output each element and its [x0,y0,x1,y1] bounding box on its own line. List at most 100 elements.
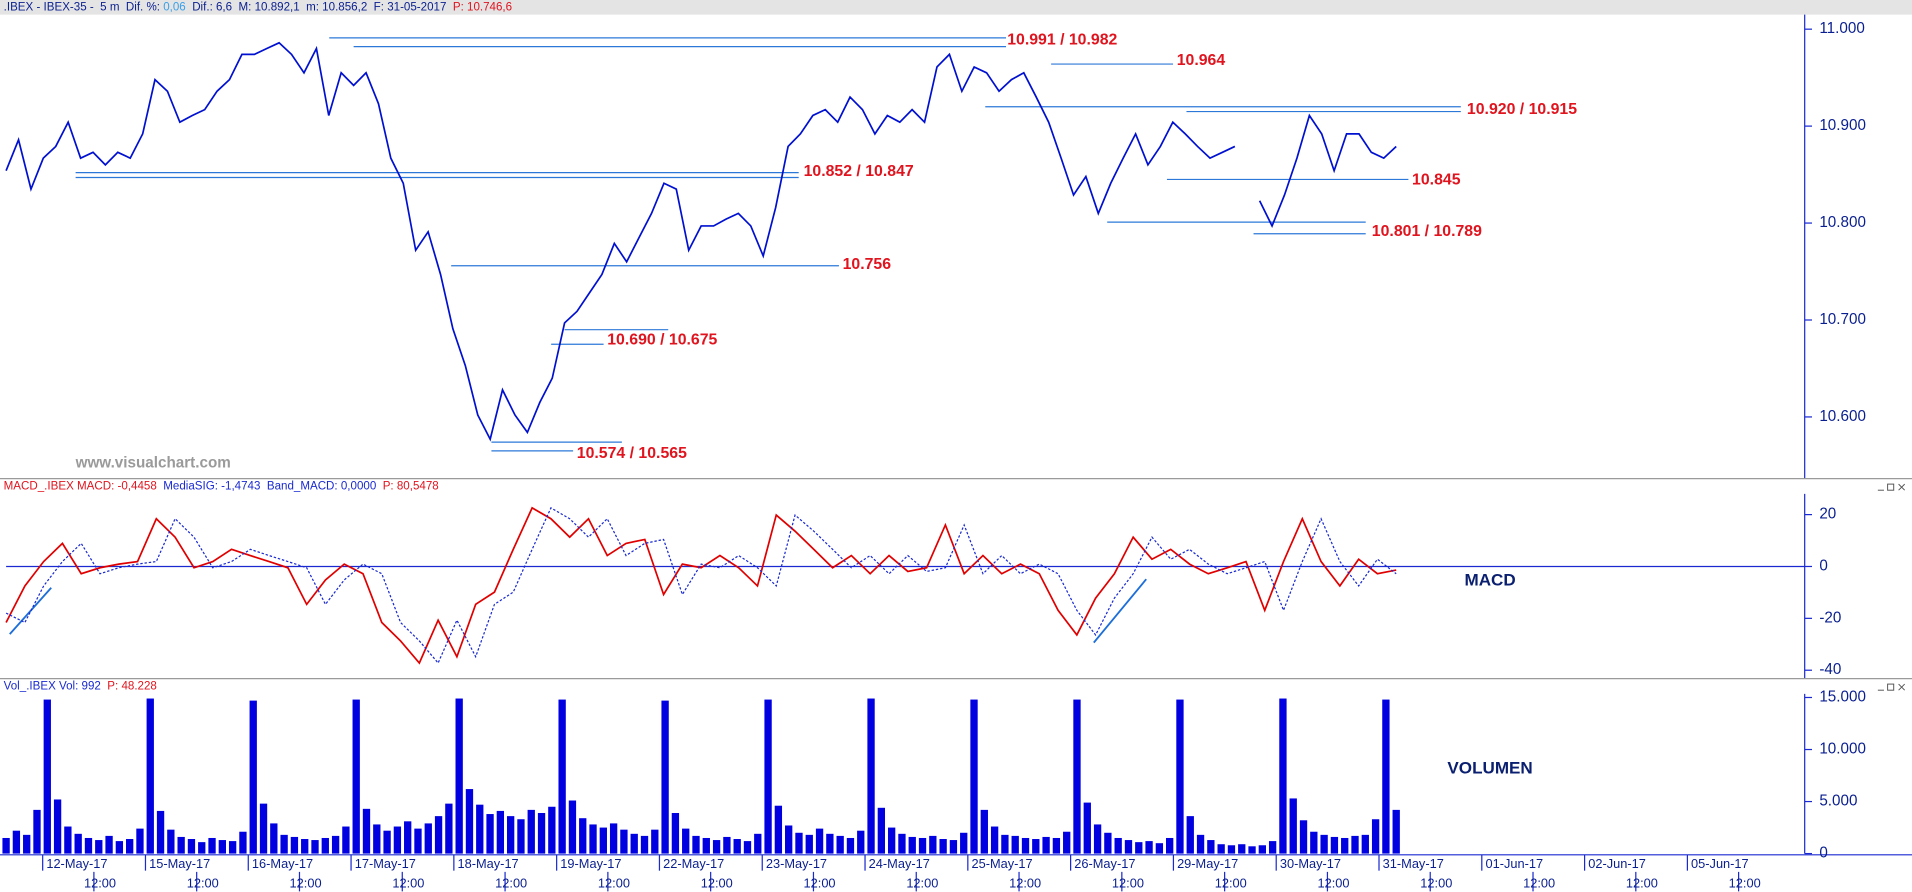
volume-bar [599,827,607,854]
volume-bar [939,839,947,854]
top-header-bar [0,0,1912,15]
x-date-label: 16-May-17 [252,856,313,871]
watermark: www.visualchart.com [75,454,231,471]
x-date-label: 12-May-17 [46,856,107,871]
y-tick-label: 10.000 [1819,741,1866,758]
volume-bar [1279,698,1287,854]
volume-bar [126,839,134,854]
volume-bar [177,836,185,854]
volume-bar [527,809,535,854]
header-part: .IBEX - IBEX-35 - 5 m Dif. %: [4,1,164,13]
volume-bar [156,810,165,854]
x-date-label: 15-May-17 [149,856,210,871]
x-time-label: 12:00 [1009,875,1041,890]
x-date-label: 23-May-17 [766,856,827,871]
volume-bar [373,824,381,854]
y-tick-label: 10.700 [1819,311,1866,328]
trend-line [9,587,52,635]
series-line [5,506,1397,665]
volume-bar [640,835,649,854]
header-part: MACD_.IBEX MACD: -0,4458 [4,481,164,493]
x-time-label: 12:00 [1729,875,1761,890]
volume-bar [218,840,226,854]
y-tick-label: 15.000 [1819,689,1866,706]
panel-label: VOLUMEN [1447,758,1532,777]
volume-bar [671,813,680,854]
y-tick-label: -20 [1819,609,1841,626]
volume-bar [198,842,206,854]
volume-bar [630,833,638,854]
y-tick-label: 11.000 [1819,20,1864,37]
volume-bar [1052,837,1061,854]
y-tick-label: 10.900 [1819,117,1866,134]
volume-bar [723,836,731,854]
volume-bar [857,830,865,854]
volume-bar [414,828,422,854]
volume-bar [1310,831,1318,854]
volume-bar [682,828,690,854]
volume-bar [506,816,515,854]
volume-bar [53,799,62,854]
volume-bar [1093,824,1102,854]
volume-bar [908,836,916,854]
volume-bar [1207,840,1215,854]
x-time-label: 12:00 [1626,875,1658,890]
volume-bar [228,841,237,854]
volume-bar [609,823,618,854]
volume-bar [754,833,762,854]
panel-label: MACD [1464,571,1515,590]
volume-bar [815,828,824,854]
volume-bar [1330,836,1339,854]
level-label: 10.920 / 10.915 [1467,101,1577,118]
volume-bar [826,833,834,854]
y-tick-label: -40 [1819,661,1841,678]
volume-bar [404,821,412,854]
volume-bar [342,826,350,854]
y-tick-label: 5.000 [1819,793,1857,810]
x-time-label: 12:00 [495,875,527,890]
volume-bar [548,806,556,854]
x-time-label: 12:00 [1523,875,1555,890]
x-date-label: 26-May-17 [1074,856,1135,871]
volume-bar [795,832,803,854]
x-time-label: 12:00 [906,875,938,890]
volume-bar [1227,845,1236,854]
level-label: 10.845 [1412,172,1461,189]
x-time-label: 12:00 [290,875,322,890]
volume-bar [1341,837,1349,854]
volume-bar [465,789,474,854]
volume-bar [321,837,329,854]
volume-bar [1114,837,1122,854]
panel-header: Vol_.IBEX Vol: 992 P: 48.228 [4,681,157,693]
volume-bar [692,835,700,854]
x-date-label: 17-May-17 [355,856,416,871]
volume-bar [579,818,587,854]
y-tick-label: 20 [1819,506,1836,523]
volume-bar [1196,834,1205,854]
volume-bar [84,837,93,854]
volume-bar [383,830,391,854]
x-date-label: 24-May-17 [869,856,930,871]
volume-bar [877,807,886,854]
y-tick-label: 10.800 [1819,214,1866,231]
header-part: Dif.: 6,6 M: 10.892,1 m: 10.856,2 F: 31-… [186,1,453,13]
volume-bar [764,699,772,854]
volume-bar [568,800,577,854]
x-date-label: 05-Jun-17 [1691,856,1749,871]
x-time-label: 12:00 [1112,875,1144,890]
volume-bar [990,826,999,854]
volume-bar [1063,831,1071,854]
x-date-label: 25-May-17 [971,856,1032,871]
volume-bar [1371,819,1380,854]
header-part: P: 48.228 [107,681,157,693]
window-buttons[interactable] [1877,483,1906,691]
x-time-label: 12:00 [1420,875,1452,890]
x-time-label: 12:00 [1318,875,1350,890]
series-line [5,507,1397,665]
volume-bar [1382,699,1390,854]
panel-header: MACD_.IBEX MACD: -0,4458 MediaSIG: -1,47… [4,481,439,493]
volume-bar [1392,809,1400,854]
x-time-label: 12:00 [392,875,424,890]
volume-bar [1135,842,1143,854]
